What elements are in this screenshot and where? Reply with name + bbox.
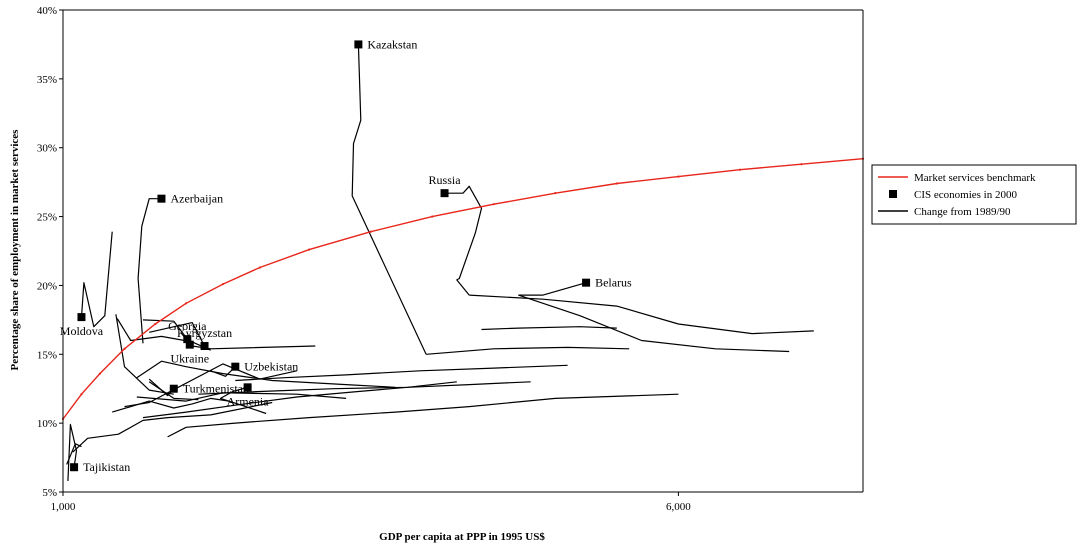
trajectory-line	[67, 423, 78, 482]
country-label: Turkmenistan	[183, 382, 249, 396]
economy-marker	[440, 189, 449, 198]
benchmark-point	[554, 192, 557, 195]
benchmark-point	[369, 230, 372, 233]
trajectory-line	[136, 360, 396, 388]
benchmark-point	[221, 282, 225, 286]
y-tick-label: 10%	[37, 418, 57, 430]
plot-markers	[70, 40, 591, 472]
trajectory-line	[518, 294, 790, 353]
country-label: Kazakstan	[367, 37, 417, 51]
trajectory-line	[469, 294, 814, 335]
y-tick-label: 15%	[37, 349, 57, 361]
legend: Market services benchmark CIS economies i…	[871, 164, 1077, 225]
trajectory-line	[481, 326, 617, 331]
country-label: Armenia	[227, 394, 270, 408]
benchmark-point	[154, 322, 157, 326]
economy-marker	[243, 383, 252, 392]
x-tick-label: 6,000	[666, 501, 691, 513]
benchmark-point	[184, 302, 188, 305]
economy-marker	[77, 313, 86, 322]
benchmark-point	[615, 182, 618, 185]
economy-marker	[169, 384, 178, 393]
trajectory-line	[124, 363, 297, 408]
y-tick-label: 30%	[37, 143, 57, 155]
benchmark-point	[738, 168, 742, 171]
economy-marker	[231, 362, 240, 371]
economy-marker	[185, 340, 194, 349]
trajectory-line	[351, 44, 427, 355]
benchmark-point	[800, 163, 803, 166]
economy-marker	[157, 194, 166, 203]
legend-label: Market services benchmark	[914, 172, 1036, 184]
economy-marker	[70, 463, 79, 472]
plot-labels: Kazakstan Russia Belarus Azerbaijan Moldova G…	[60, 37, 632, 474]
country-label: Azerbaijan	[170, 192, 223, 206]
trajectory-line	[198, 381, 531, 395]
benchmark-point	[308, 248, 311, 251]
trajectory-line	[148, 381, 199, 401]
benchmark-point	[123, 347, 126, 350]
trajectory-line	[167, 393, 679, 438]
legend-box	[871, 164, 1077, 225]
country-label: Russia	[429, 173, 462, 187]
benchmark-point	[492, 203, 495, 206]
legend-marker-symbol	[889, 190, 897, 198]
country-label: Georgia	[168, 319, 207, 333]
trajectory-line	[444, 185, 483, 296]
trajectory-line	[137, 198, 162, 344]
axes: 5% 10% 15% 20% 25% 30% 35% 40% 1,000 6,000	[37, 5, 864, 513]
benchmark-point	[98, 372, 102, 375]
legend-label: Change from 1989/90	[914, 206, 1011, 218]
x-tick-label: 1,000	[51, 501, 76, 513]
country-label: Belarus	[595, 276, 632, 290]
country-label: Tajikistan	[83, 460, 130, 474]
trajectory-line	[142, 319, 188, 340]
y-tick-label: 40%	[37, 5, 57, 17]
economy-marker	[183, 335, 192, 344]
y-tick-label: 35%	[37, 74, 57, 86]
trajectory-line	[116, 318, 211, 351]
x-axis-title: GDP per capita at PPP in 1995 US$	[379, 531, 545, 543]
trajectory-line	[72, 401, 273, 453]
y-tick-label: 25%	[37, 212, 57, 224]
economy-marker	[200, 342, 209, 351]
economy-marker	[582, 278, 591, 287]
country-label: Uzbekistan	[244, 360, 298, 374]
country-label: Ukraine	[170, 352, 209, 366]
trajectory-line	[518, 282, 587, 296]
trajectory-line	[219, 386, 267, 415]
legend-label: CIS economies in 2000	[914, 189, 1017, 201]
trajectory-line	[426, 346, 630, 355]
trajectory-line	[115, 314, 174, 395]
country-label: Moldova	[60, 324, 104, 338]
benchmark-line	[62, 158, 864, 420]
economy-marker	[354, 40, 363, 49]
trajectory-line	[235, 364, 568, 382]
benchmark-point	[80, 393, 83, 396]
benchmark-point	[677, 175, 680, 178]
trajectory-line	[149, 322, 206, 347]
y-tick-label: 5%	[42, 487, 57, 499]
benchmark-point	[258, 266, 262, 269]
benchmark-point	[431, 215, 434, 218]
country-label: Kyrgyzstan	[177, 326, 232, 340]
plot-lines	[61, 44, 865, 482]
y-axis-title: Percentage share of employment in market…	[9, 129, 21, 371]
trajectory-line	[80, 231, 113, 328]
y-tick-label: 20%	[37, 280, 57, 292]
